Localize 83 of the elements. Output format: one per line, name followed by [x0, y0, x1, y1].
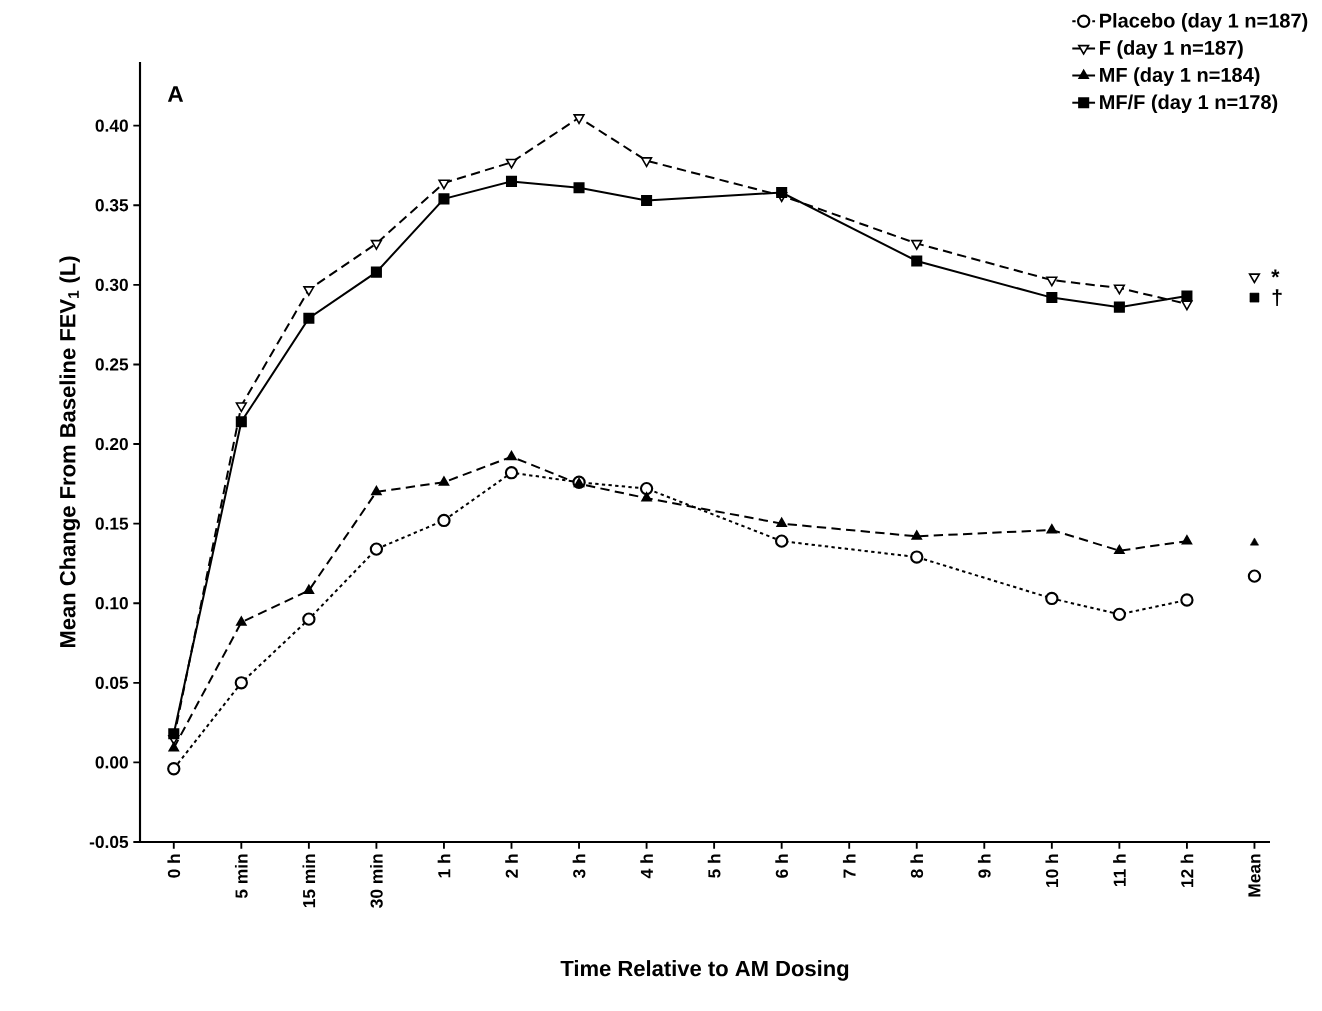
point — [168, 742, 179, 752]
x-tick-label: 30 min — [370, 854, 383, 908]
x-tick-label: 3 h — [572, 854, 586, 879]
point — [1046, 524, 1057, 534]
x-tick-label: 7 h — [842, 854, 856, 878]
y-tick-label: 0.10 — [95, 597, 128, 610]
x-tick-label: 6 h — [775, 854, 789, 878]
point — [167, 762, 181, 776]
point — [911, 530, 922, 540]
point — [639, 481, 654, 496]
point — [437, 513, 451, 528]
point — [1045, 591, 1059, 606]
point — [369, 542, 384, 556]
x-tick-label: 11 h — [1113, 854, 1126, 887]
point — [573, 114, 585, 125]
x-tick-label: 2 h — [505, 854, 518, 878]
point — [641, 492, 652, 502]
point — [235, 402, 247, 413]
x-tick-label: 4 h — [640, 854, 653, 879]
point — [504, 466, 519, 480]
x-tick-label: 9 h — [977, 854, 991, 878]
y-tick-label: 0.20 — [95, 437, 128, 451]
x-tick-label: 10 h — [1045, 854, 1059, 887]
point — [505, 158, 518, 169]
point — [438, 476, 450, 486]
point — [1113, 301, 1125, 313]
legend-label: MF/F (day 1 n=178) — [1100, 94, 1278, 114]
point — [911, 239, 923, 250]
point — [1046, 276, 1058, 287]
legend-label: Placebo (day 1 n=187) — [1100, 13, 1308, 32]
point — [640, 157, 653, 168]
y-tick-label: 0.25 — [95, 358, 129, 371]
point — [505, 175, 518, 187]
point — [168, 728, 180, 740]
point — [1046, 292, 1058, 304]
y-tick-label: -0.05 — [89, 835, 129, 849]
annotation: A — [167, 86, 184, 102]
point — [776, 187, 788, 199]
annotation: * — [1271, 269, 1280, 278]
annotation: † — [1272, 289, 1282, 307]
point — [303, 584, 315, 594]
legend-label: F (day 1 n=187) — [1100, 40, 1243, 59]
point — [371, 485, 382, 496]
y-tick-label: 0.05 — [95, 676, 129, 689]
point — [235, 416, 247, 428]
x-tick-label: 8 h — [910, 854, 924, 878]
point — [573, 182, 585, 194]
y-axis-title: Mean Change From Baseline FEV$_{1}$ (L) — [59, 256, 80, 648]
y-tick-label: 0.40 — [95, 119, 128, 132]
point — [234, 676, 248, 690]
point — [370, 266, 382, 278]
point — [236, 616, 247, 626]
point — [1181, 290, 1193, 302]
x-tick-label: 15 min — [302, 854, 316, 908]
point — [302, 612, 316, 626]
point — [1112, 607, 1127, 622]
x-tick-label: 1 h — [437, 854, 451, 878]
point — [776, 517, 787, 528]
point — [911, 255, 923, 267]
point — [438, 179, 450, 190]
point — [775, 534, 789, 548]
x-tick-label: 0 h — [167, 854, 181, 878]
point — [303, 286, 315, 297]
x-tick-label: Mean — [1248, 854, 1261, 897]
point — [303, 312, 315, 324]
point — [370, 239, 383, 250]
y-tick-label: 0.35 — [95, 199, 129, 212]
point — [438, 193, 450, 205]
point — [1181, 535, 1193, 545]
x-axis-title: Time Relative to AM Dosing — [560, 960, 849, 981]
x-tick-label: 5 min — [234, 854, 248, 899]
point — [641, 194, 653, 207]
point — [910, 550, 924, 564]
x-tick-label: 5 h — [707, 854, 721, 878]
legend-label: MF (day 1 n=184) — [1100, 67, 1260, 86]
x-tick-label: 12 h — [1180, 854, 1194, 887]
y-tick-label: 0.00 — [95, 756, 128, 769]
y-tick-label: 0.30 — [95, 278, 128, 291]
y-tick-label: 0.15 — [95, 517, 129, 530]
point — [1114, 544, 1125, 555]
point — [506, 450, 517, 461]
point — [1180, 593, 1194, 607]
point — [1113, 284, 1126, 295]
